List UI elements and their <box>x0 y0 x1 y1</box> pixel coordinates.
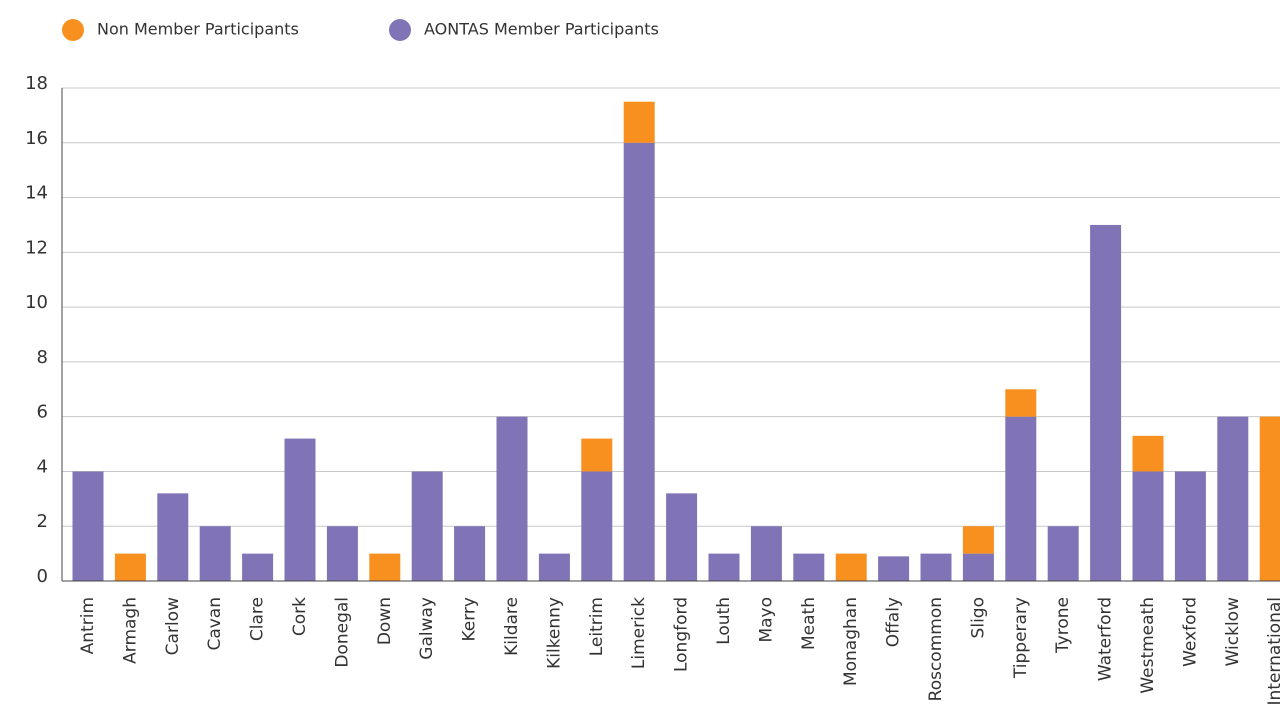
y-tick-label: 16 <box>25 128 48 149</box>
y-tick-label: 0 <box>37 566 48 587</box>
bar-segment <box>1217 416 1249 581</box>
bar-segment <box>1090 224 1122 581</box>
bar-segment <box>411 471 443 581</box>
x-tick-label: Offaly <box>884 597 904 647</box>
bar-segment <box>496 416 528 581</box>
x-tick-label: Donegal <box>332 597 352 668</box>
x-tick-label: Limerick <box>629 597 649 669</box>
x-tick-label: Roscommon <box>926 597 946 701</box>
bar-segment <box>454 526 486 581</box>
bar-segment <box>242 553 274 581</box>
bar-segment <box>1174 471 1206 581</box>
x-tick-label: Westmeath <box>1138 597 1158 694</box>
legend-swatch <box>389 19 411 41</box>
x-tick-label: Wexford <box>1180 597 1200 667</box>
legend-swatch <box>62 19 84 41</box>
bar-segment <box>1259 416 1280 581</box>
y-tick-label: 12 <box>25 237 48 258</box>
bar-segment <box>708 553 740 581</box>
bar-segment <box>1005 389 1037 417</box>
x-tick-label: Sligo <box>968 597 988 638</box>
bar-segment <box>72 471 104 581</box>
x-tick-label: Mayo <box>756 597 776 643</box>
x-tick-label: Antrim <box>78 597 98 654</box>
bar-segment <box>369 553 401 581</box>
bar-segment <box>962 526 994 554</box>
bar-segment <box>157 493 189 581</box>
legend-label: Non Member Participants <box>97 20 299 39</box>
bar-segment <box>793 553 825 581</box>
x-tick-label: Monaghan <box>841 597 861 686</box>
x-tick-label: Tyrone <box>1053 597 1073 654</box>
bar-segment <box>326 526 358 581</box>
bar-segment <box>581 471 613 581</box>
bar-segment <box>750 526 782 581</box>
bar-segment <box>284 438 316 581</box>
bar-segment <box>1132 471 1164 581</box>
x-tick-label: Galway <box>417 597 437 660</box>
bar-segment <box>962 553 994 581</box>
bar-segment <box>581 438 613 472</box>
x-tick-label: Meath <box>799 597 819 650</box>
bar-segment <box>623 142 655 581</box>
bar-segment <box>920 553 952 581</box>
bar-segment <box>878 556 910 581</box>
x-tick-label: Tipperary <box>1011 597 1031 679</box>
x-tick-label: Cavan <box>205 597 225 651</box>
bar-segment <box>1005 416 1037 581</box>
y-tick-label: 2 <box>37 511 48 532</box>
x-tick-label: Wicklow <box>1223 597 1243 666</box>
y-tick-label: 18 <box>25 73 48 94</box>
x-tick-label: Clare <box>248 597 268 641</box>
x-tick-label: Kerry <box>460 597 480 642</box>
x-tick-label: Armagh <box>120 597 140 664</box>
bar-segment <box>666 493 698 581</box>
y-tick-label: 14 <box>25 183 48 204</box>
bar-segment <box>623 101 655 143</box>
y-tick-label: 6 <box>37 402 48 423</box>
y-tick-label: 8 <box>37 347 48 368</box>
x-tick-label: Cork <box>290 597 310 636</box>
x-tick-label: Carlow <box>163 597 183 655</box>
x-tick-label: Leitrim <box>587 597 607 656</box>
bar-segment <box>1132 435 1164 472</box>
legend-label: AONTAS Member Participants <box>424 20 659 39</box>
y-tick-label: 4 <box>37 456 48 477</box>
bar-segment <box>199 526 231 581</box>
bar-segment <box>114 553 146 581</box>
x-tick-label: International <box>1265 597 1280 706</box>
x-tick-label: Waterford <box>1096 597 1116 681</box>
bar-segment <box>1047 526 1079 581</box>
x-tick-label: Down <box>375 597 395 645</box>
y-tick-label: 10 <box>25 292 48 313</box>
x-tick-label: Kilkenny <box>544 597 564 669</box>
x-tick-label: Kildare <box>502 597 522 656</box>
bar-segment <box>538 553 570 581</box>
x-tick-label: Louth <box>714 597 734 645</box>
bar-segment <box>835 553 867 581</box>
x-tick-label: Longford <box>672 597 692 672</box>
